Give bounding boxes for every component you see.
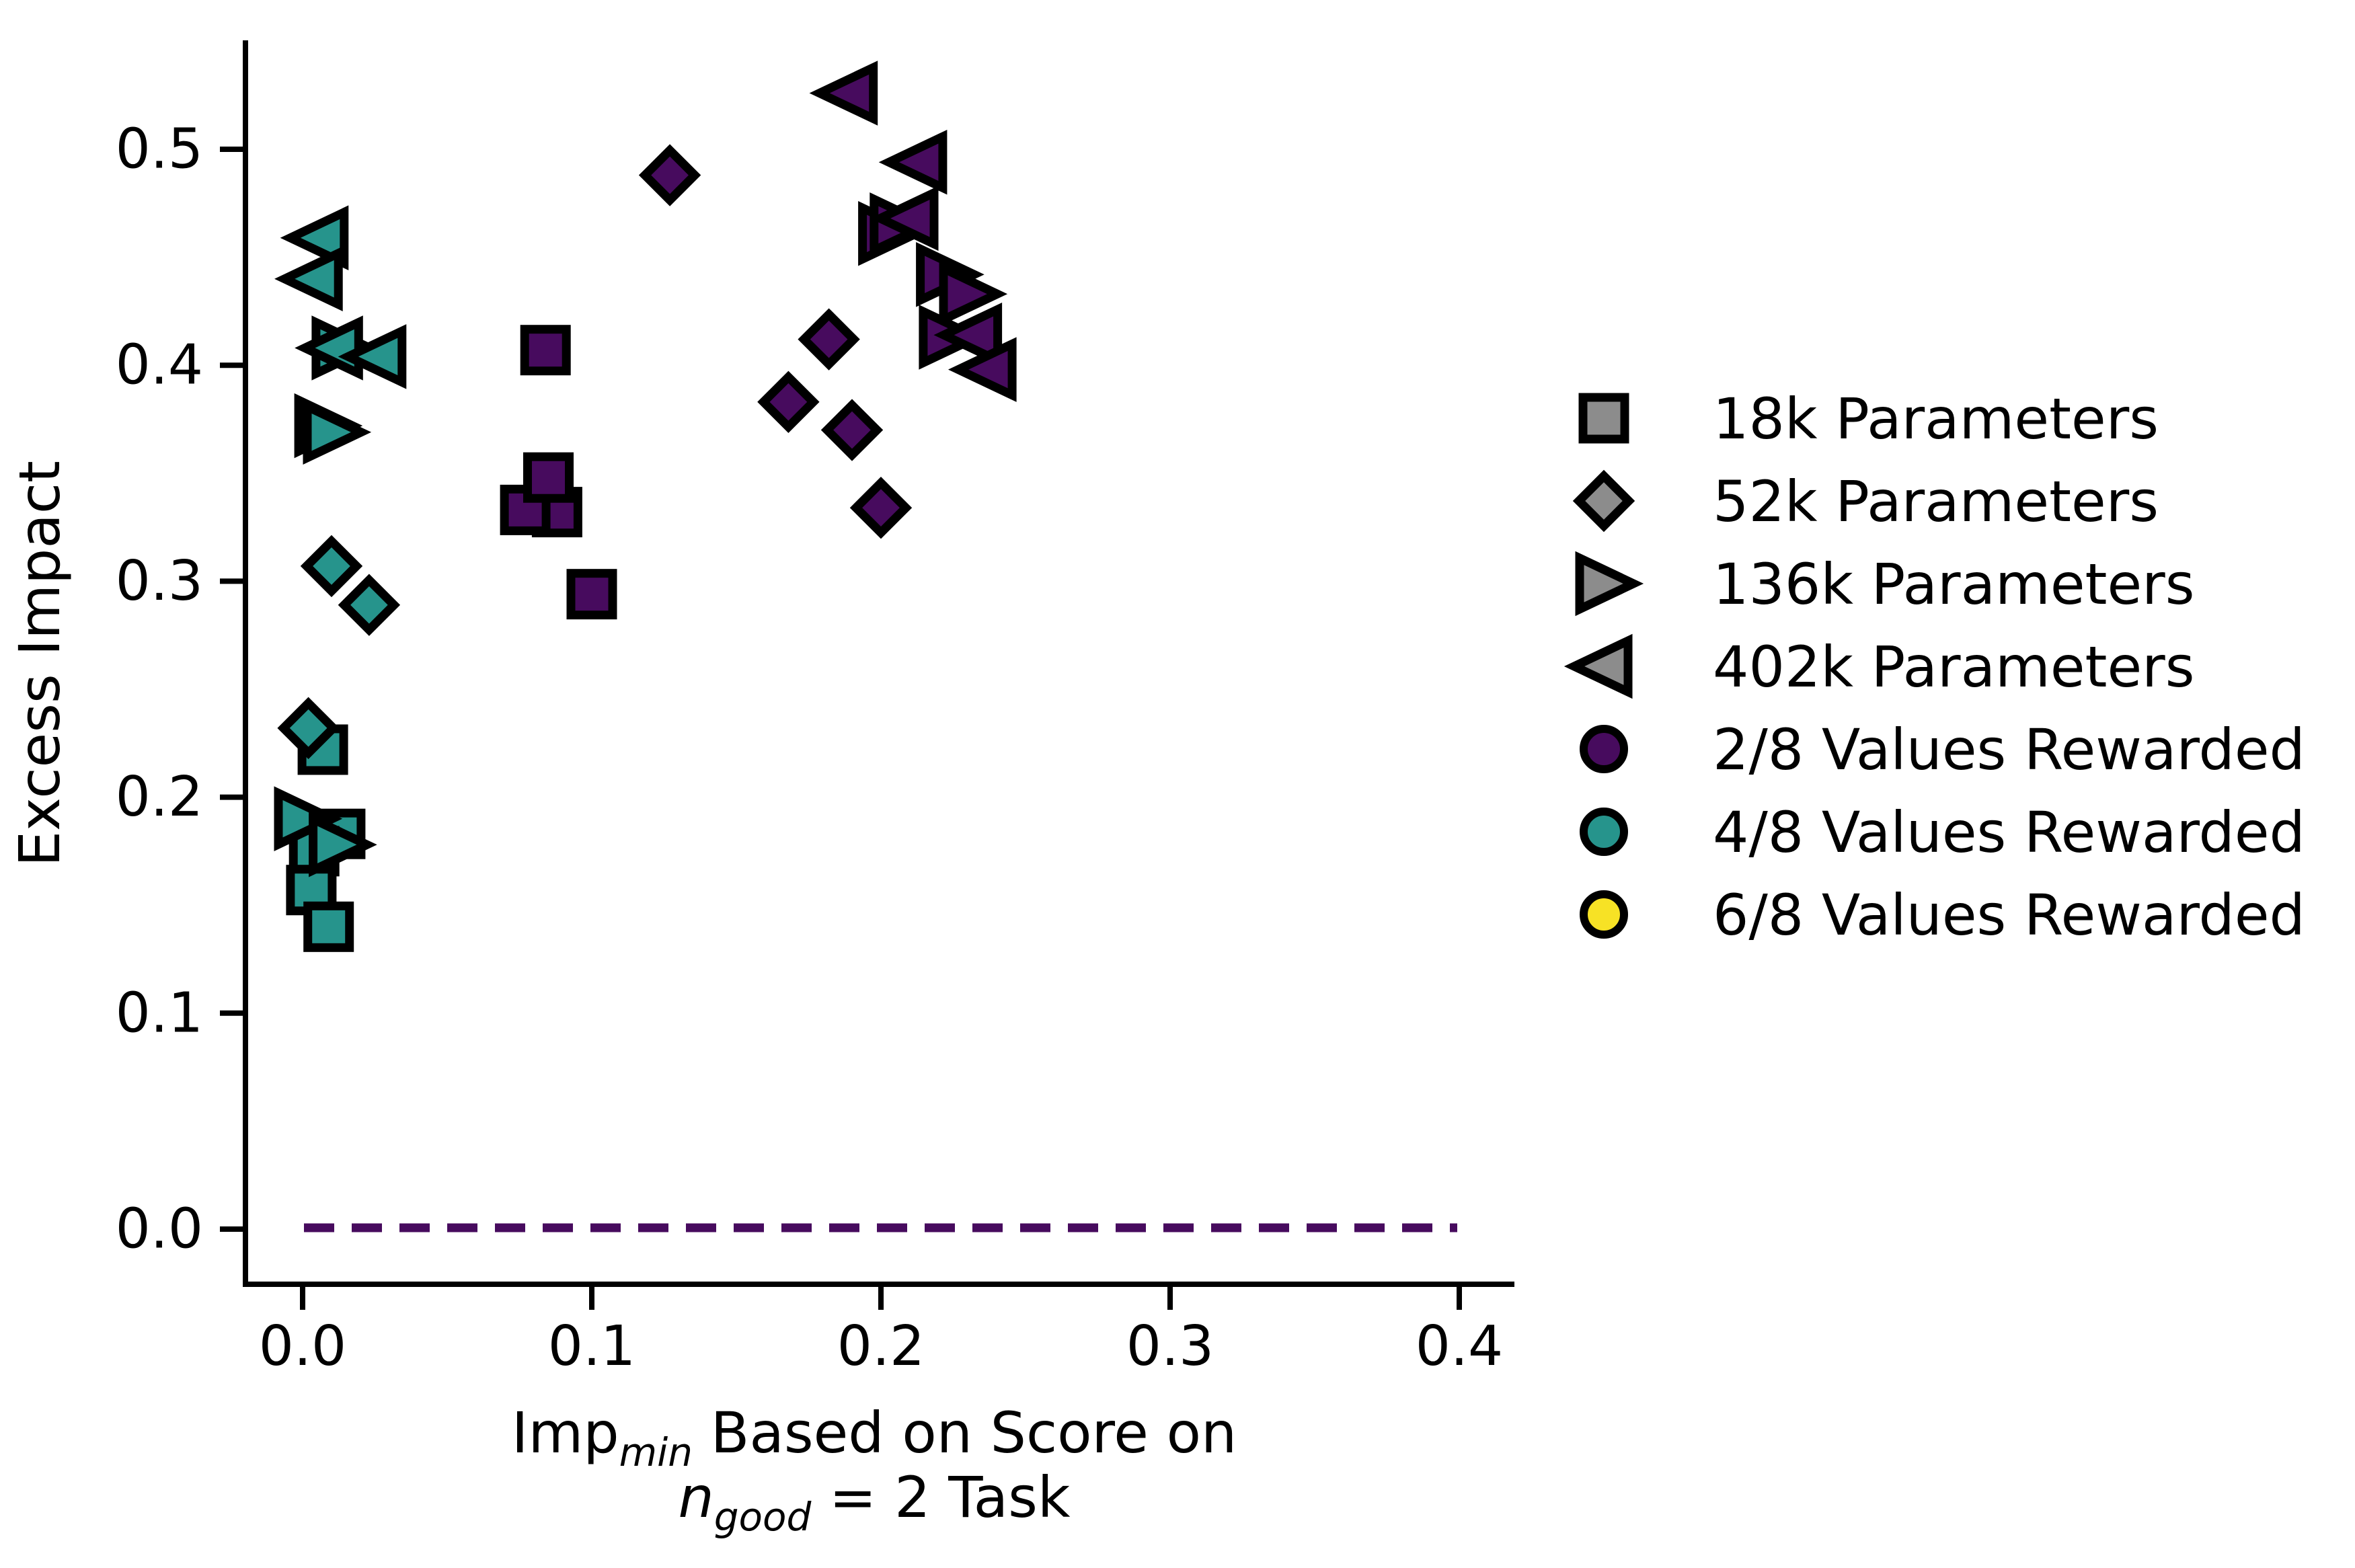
x-axis-label-line1: Impmin Based on Score on — [512, 1400, 1237, 1475]
legend: 18k Parameters 52k Parameters 136k Paramet… — [1563, 386, 2305, 948]
data-point-square — [520, 325, 571, 376]
data-point-diamond — [757, 370, 820, 433]
legend-marker-circle — [1580, 725, 1628, 773]
legend-label: 4/8 Values Rewarded — [1713, 799, 2305, 865]
y-tick-label: 0.3 — [116, 549, 203, 613]
data-point-diamond — [849, 476, 913, 539]
data-point-triangle-right — [939, 261, 1008, 327]
data-point-triangle-left — [933, 302, 1003, 368]
legend-marker-triangle-right — [1575, 551, 1644, 617]
data-point-triangle-left — [274, 246, 343, 312]
data-point-triangle-left — [280, 205, 349, 270]
data-point-triangle-left — [809, 61, 878, 126]
data-point-triangle-right — [303, 399, 372, 465]
y-tick-label: 0.4 — [116, 334, 203, 397]
x-tick-label: 0.4 — [1416, 1315, 1503, 1378]
data-point-triangle-left — [878, 129, 948, 195]
legend-label: 52k Parameters — [1713, 469, 2159, 535]
legend-label: 402k Parameters — [1713, 634, 2194, 700]
legend-marker-square — [1578, 393, 1629, 444]
data-point-triangle-right — [274, 786, 343, 852]
data-point-triangle-right — [309, 812, 377, 877]
x-tick-label: 0.0 — [259, 1315, 346, 1378]
y-tick-label: 0.5 — [116, 118, 203, 182]
legend-label: 2/8 Values Rewarded — [1713, 717, 2305, 783]
data-point-triangle-left — [338, 324, 407, 389]
data-point-diamond — [638, 144, 701, 206]
data-point-square — [523, 452, 574, 503]
data-point-triangle-left — [870, 186, 939, 251]
x-tick-label: 0.2 — [837, 1315, 925, 1378]
data-point-square — [566, 569, 617, 620]
legend-label: 136k Parameters — [1713, 551, 2194, 617]
data-point-square — [303, 901, 354, 952]
legend-label: 18k Parameters — [1713, 386, 2159, 452]
data-point-diamond — [820, 399, 884, 461]
data-point-diamond — [338, 574, 401, 636]
x-tick-label: 0.3 — [1126, 1315, 1214, 1378]
legend-marker-diamond — [1572, 469, 1635, 533]
data-point-diamond — [277, 697, 340, 760]
x-axis-label-line2: ngood = 2 Task — [678, 1464, 1070, 1540]
y-tick-label: 0.0 — [116, 1198, 203, 1261]
legend-marker-triangle-left — [1563, 633, 1633, 699]
y-tick-label: 0.2 — [116, 765, 203, 829]
legend-marker-circle — [1580, 890, 1628, 939]
data-point-diamond — [300, 535, 363, 598]
legend-label: 6/8 Values Rewarded — [1713, 882, 2305, 948]
axis-ticks: 0.0 0.1 0.2 0.3 0.4 0.5 0.0 0.1 0.2 0.3 0.4 — [116, 118, 1504, 1379]
legend-marker-circle — [1580, 808, 1628, 856]
data-markers — [274, 61, 1017, 952]
y-tick-label: 0.1 — [116, 981, 203, 1045]
y-axis-label: Excess Impact — [7, 461, 73, 867]
data-point-diamond — [798, 308, 860, 370]
x-tick-label: 0.1 — [548, 1315, 635, 1378]
data-point-triangle-left — [948, 337, 1017, 402]
